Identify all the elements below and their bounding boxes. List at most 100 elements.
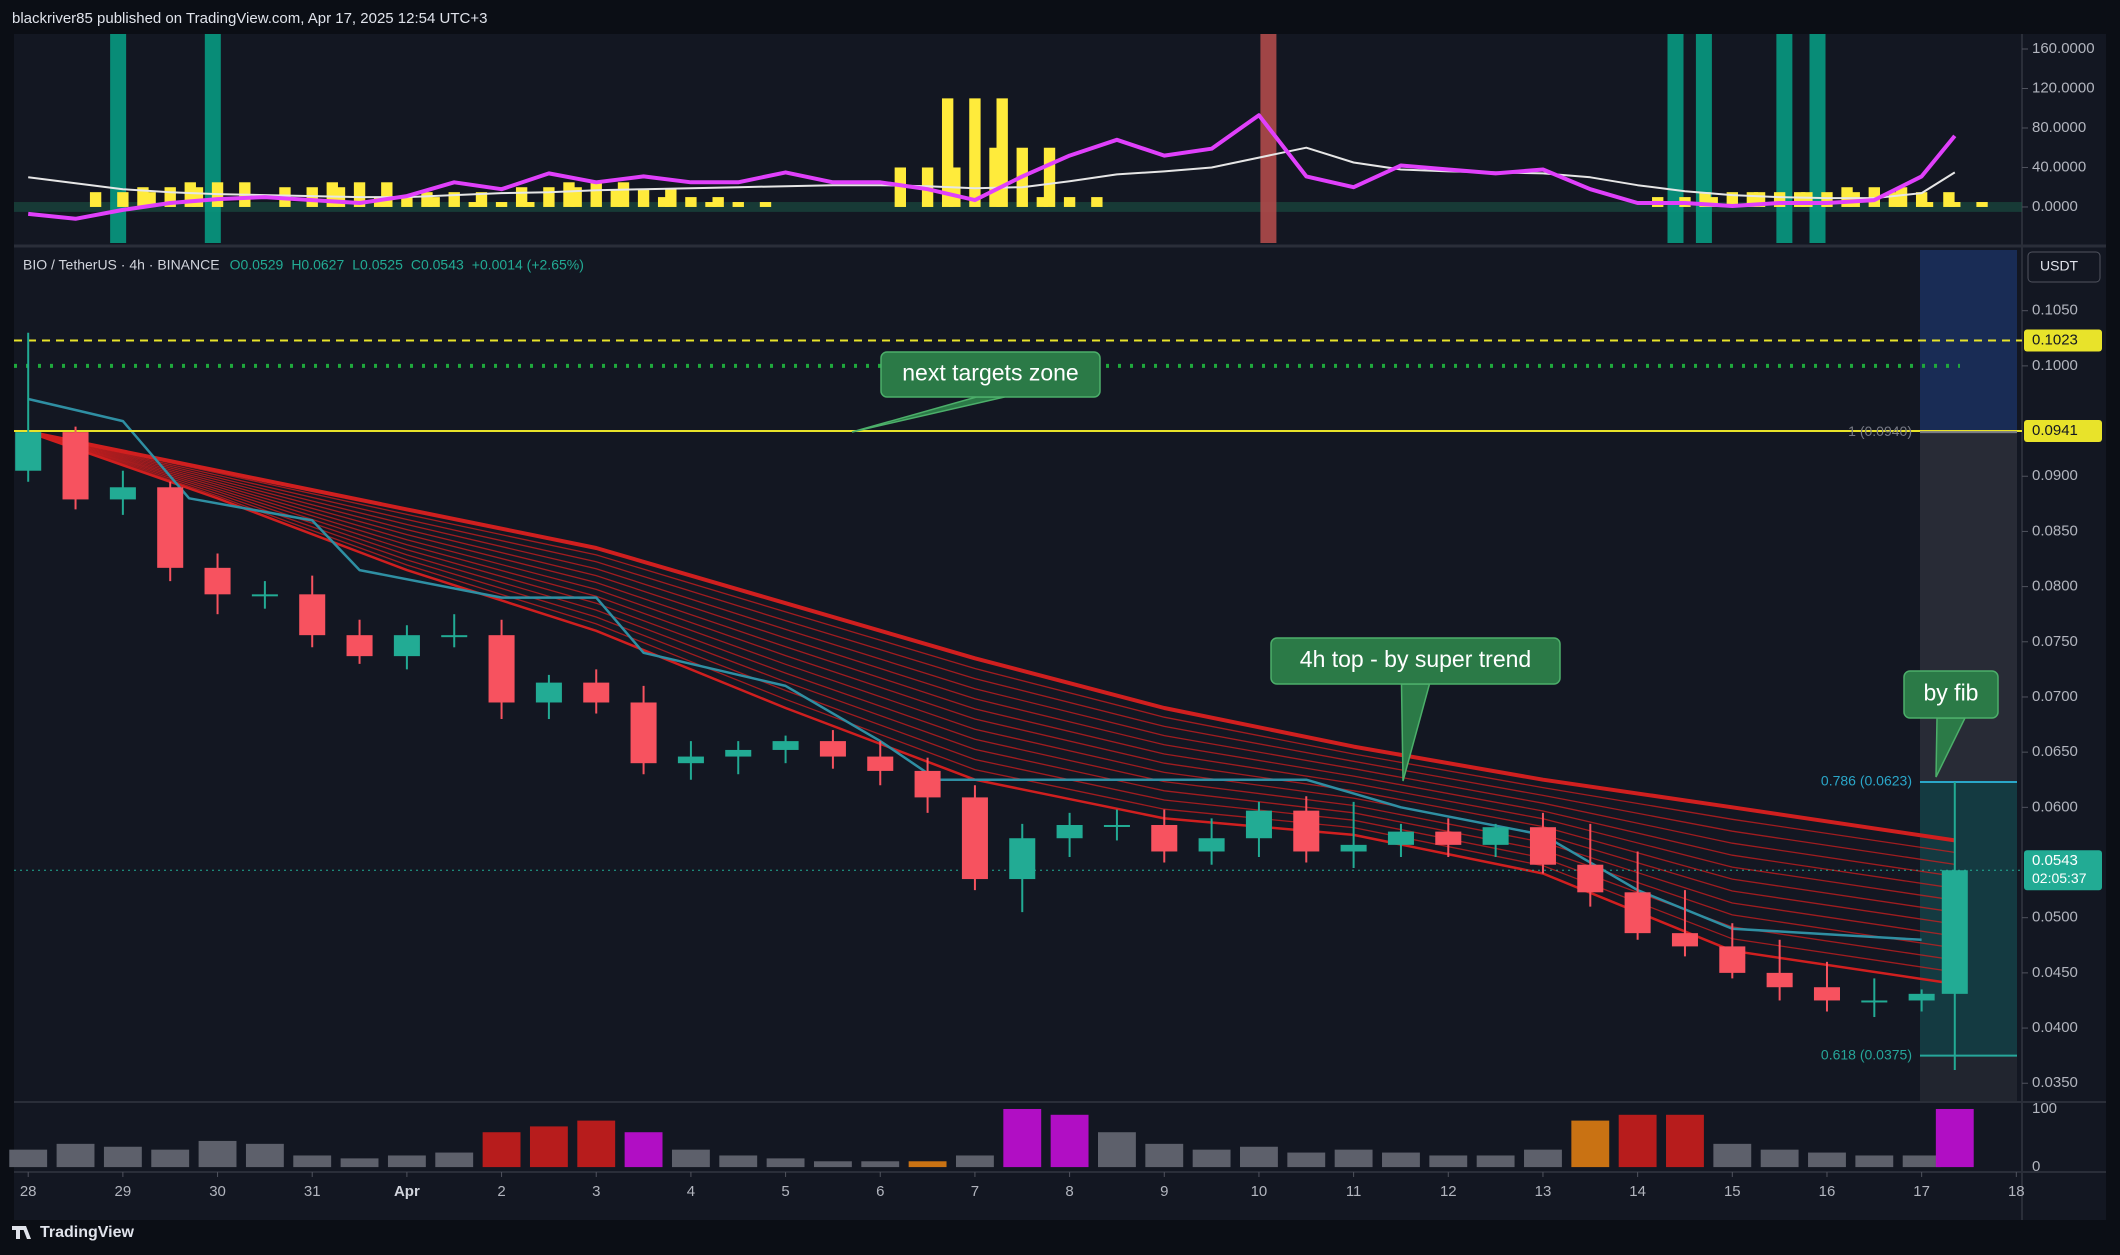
histogram-bar — [969, 98, 981, 207]
candle-body — [772, 741, 799, 750]
histogram-bar — [137, 187, 149, 207]
signal-band — [1776, 34, 1793, 243]
histogram-bar — [543, 187, 555, 207]
y-tick-label: 80.0000 — [2032, 119, 2086, 136]
signal-band — [110, 34, 127, 243]
x-tick-label: 5 — [781, 1183, 789, 1200]
y-tick-label: 0.0350 — [2032, 1074, 2078, 1091]
callout-box — [1270, 637, 1561, 685]
logo — [12, 1226, 31, 1239]
symbol: BIO / TetherUS · 4h · BINANCE — [23, 257, 220, 273]
ohlc-value: L0.0525 — [352, 257, 403, 273]
volume-bar — [624, 1132, 663, 1168]
candle-body — [1435, 831, 1462, 845]
chart: 0.1050 0.1000 0.0900 0.0850 0.0800 0.0750 0.07… — [9, 34, 2102, 1200]
x-tick-label: 8 — [1065, 1183, 1073, 1200]
y-tick-label: 0.1050 — [2032, 302, 2078, 319]
candle-body — [677, 756, 704, 764]
candle-body — [1056, 824, 1083, 839]
signal-band — [1667, 34, 1684, 243]
volume-bar — [1382, 1152, 1420, 1168]
histogram-bar — [1706, 197, 1718, 207]
histogram-bar — [665, 189, 677, 207]
candle-body — [535, 682, 562, 703]
fib-label: 1 (0.0940) — [1848, 423, 1912, 439]
candle-body — [961, 797, 988, 880]
x-tick-label: 31 — [304, 1183, 321, 1200]
x-tick-label: 17 — [1913, 1183, 1930, 1200]
y-tick-label: 100 — [2032, 1100, 2057, 1117]
histogram-bar — [475, 192, 488, 207]
histogram-bar — [1726, 192, 1738, 207]
oscillator-line — [27, 113, 1957, 221]
volume-bar — [908, 1161, 947, 1168]
histogram-bar — [1794, 192, 1806, 207]
y-tick-label: 0 — [2032, 1158, 2040, 1175]
signal-band — [1809, 34, 1826, 243]
y-tick-label: 0.0650 — [2032, 743, 2078, 760]
ribbon-line — [27, 431, 1955, 973]
signal-band — [204, 34, 221, 243]
x-tick-label: 14 — [1629, 1183, 1646, 1200]
histogram-bar — [144, 192, 156, 207]
fib-zone — [1920, 1055, 2017, 1102]
candle-body — [1671, 933, 1698, 947]
candle-body — [819, 741, 846, 757]
candle-body — [1009, 838, 1036, 880]
histogram-bar — [191, 187, 204, 207]
volume-bar — [1808, 1152, 1846, 1168]
x-tick-label: 10 — [1251, 1183, 1268, 1200]
histogram-bar — [184, 182, 196, 207]
ribbon-line — [27, 431, 1955, 961]
candle-body — [1103, 824, 1130, 827]
price-tag-label: 0.0941 — [2032, 422, 2078, 439]
candle-body — [204, 567, 231, 595]
volume-bar — [1334, 1149, 1373, 1168]
ribbon-line — [28, 431, 1955, 901]
histogram-bar — [1821, 192, 1833, 207]
histogram-bar — [610, 189, 622, 207]
candle-body — [346, 635, 373, 657]
candle-body — [251, 594, 278, 597]
candle-body — [725, 749, 752, 757]
candle-body — [1293, 810, 1320, 852]
volume-bar — [1855, 1155, 1894, 1168]
candle-body — [1861, 1000, 1888, 1003]
x-tick-label: 9 — [1160, 1183, 1168, 1200]
candle-body — [1908, 993, 1935, 1001]
candle-body — [1766, 972, 1793, 988]
volume-bar — [1571, 1120, 1610, 1168]
histogram-bar — [637, 189, 650, 207]
volume-bar — [151, 1149, 190, 1168]
y-tick-label: 0.0800 — [2032, 578, 2078, 595]
ribbon-line — [28, 431, 1955, 913]
histogram-bar — [732, 202, 744, 207]
histogram-bar — [117, 192, 129, 207]
x-tick-label: 2 — [497, 1183, 505, 1200]
volume-bar — [1003, 1108, 1042, 1168]
y-tick-label: 0.0850 — [2032, 522, 2078, 539]
y-tick-label: 0.0900 — [2032, 467, 2078, 484]
countdown: 02:05:37 — [2032, 870, 2087, 886]
chart-frame — [14, 34, 2106, 1220]
candle-body — [1719, 946, 1746, 973]
histogram-bar — [563, 182, 575, 207]
price-tag — [2024, 850, 2102, 891]
callout-text: next targets zone — [902, 360, 1078, 386]
histogram-bar — [448, 192, 460, 207]
histogram-bar — [523, 202, 535, 207]
x-tick-label: 30 — [209, 1183, 226, 1200]
y-tick-label: 0.0000 — [2032, 198, 2078, 215]
histogram-bar — [705, 202, 717, 207]
candle-body — [1482, 827, 1509, 845]
histogram-bar — [1921, 202, 1934, 207]
candle-body — [1529, 827, 1556, 865]
volume-bar — [1713, 1143, 1752, 1168]
histogram-bar — [1699, 192, 1711, 207]
y-tick-label: 0.0750 — [2032, 633, 2078, 650]
histogram-bar — [657, 197, 670, 207]
candle-body — [1941, 870, 1968, 994]
candle-body — [109, 487, 136, 500]
candle-body — [1340, 844, 1367, 852]
